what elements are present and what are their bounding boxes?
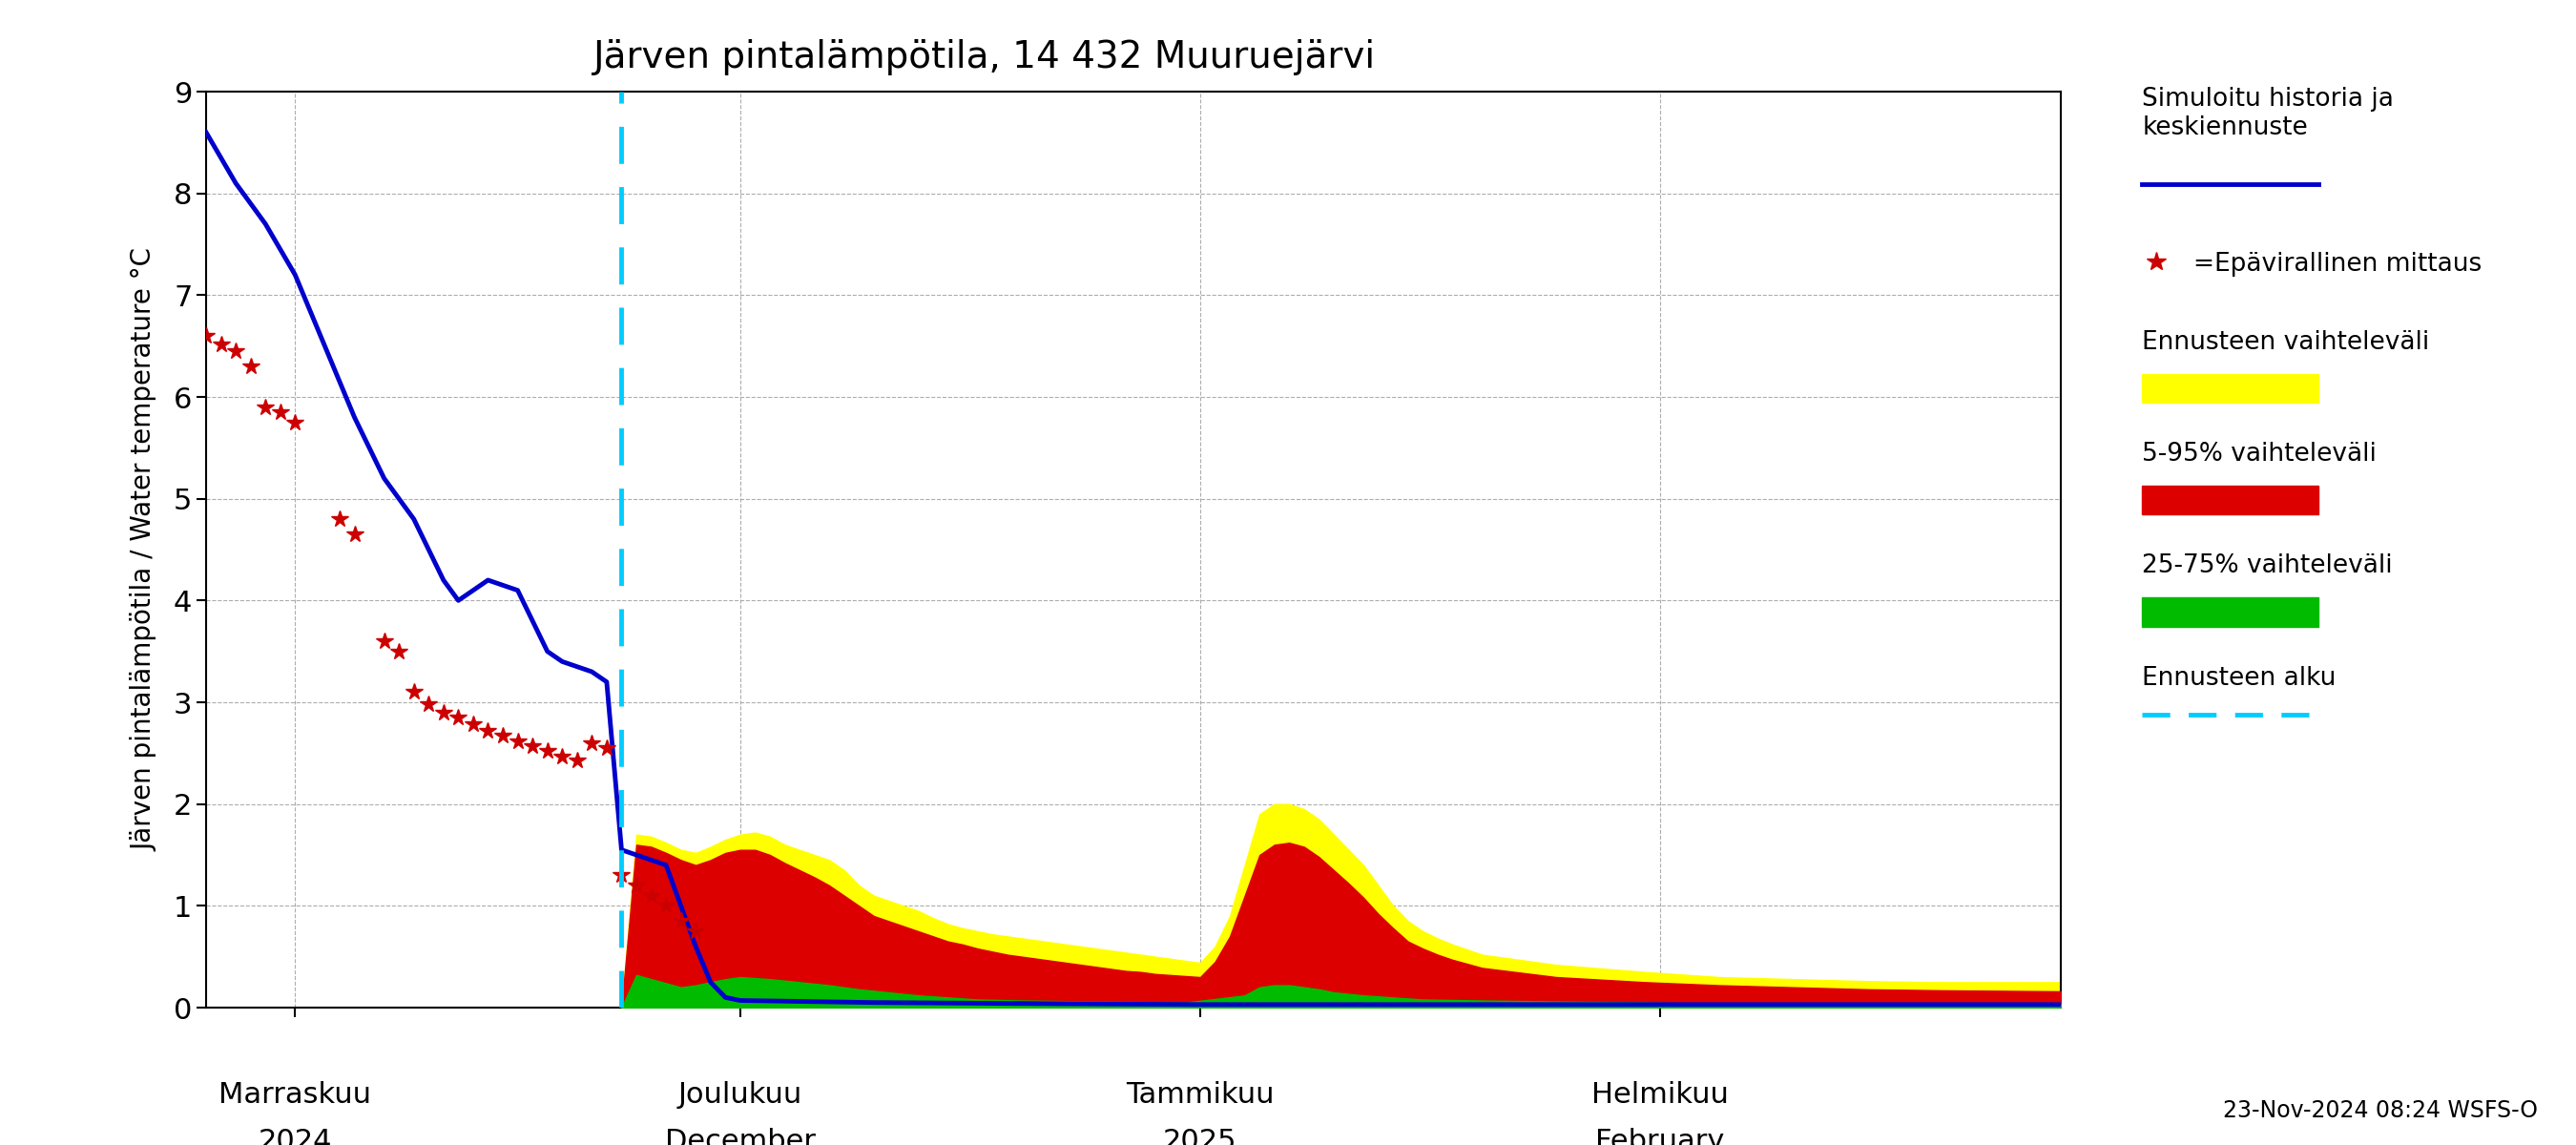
Text: Ennusteen vaihteleväli: Ennusteen vaihteleväli (2143, 330, 2429, 355)
Text: 5-95% vaihteleväli: 5-95% vaihteleväli (2143, 442, 2378, 466)
Bar (2143, 373, 2318, 403)
Y-axis label: Järven pintalämpötila / Water temperature °C: Järven pintalämpötila / Water temperatur… (131, 248, 157, 851)
Text: Tammikuu: Tammikuu (1126, 1081, 1275, 1108)
Text: Joulukuu: Joulukuu (677, 1081, 801, 1108)
Text: February: February (1595, 1128, 1726, 1145)
Title: Järven pintalämpötila, 14 432 Muuruejärvi: Järven pintalämpötila, 14 432 Muuruejärv… (595, 39, 1376, 76)
Bar (2143, 485, 2318, 515)
Text: Ennusteen alku: Ennusteen alku (2143, 665, 2336, 690)
Text: 25-75% vaihteleväli: 25-75% vaihteleväli (2143, 554, 2393, 578)
Bar (2143, 598, 2318, 626)
Text: Helmikuu: Helmikuu (1592, 1081, 1728, 1108)
Text: 2025: 2025 (1164, 1128, 1236, 1145)
Text: Marraskuu: Marraskuu (219, 1081, 371, 1108)
Text: Simuloitu historia ja
keskiennuste: Simuloitu historia ja keskiennuste (2143, 86, 2393, 140)
Text: December: December (665, 1128, 817, 1145)
Text: =Epävirallinen mittaus: =Epävirallinen mittaus (2192, 252, 2481, 277)
Text: 2024: 2024 (258, 1128, 332, 1145)
Text: 23-Nov-2024 08:24 WSFS-O: 23-Nov-2024 08:24 WSFS-O (2223, 1099, 2537, 1122)
